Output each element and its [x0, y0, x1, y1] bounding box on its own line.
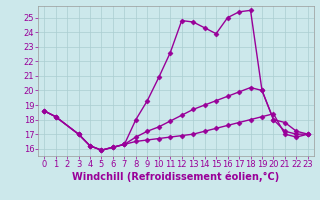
X-axis label: Windchill (Refroidissement éolien,°C): Windchill (Refroidissement éolien,°C) [72, 172, 280, 182]
